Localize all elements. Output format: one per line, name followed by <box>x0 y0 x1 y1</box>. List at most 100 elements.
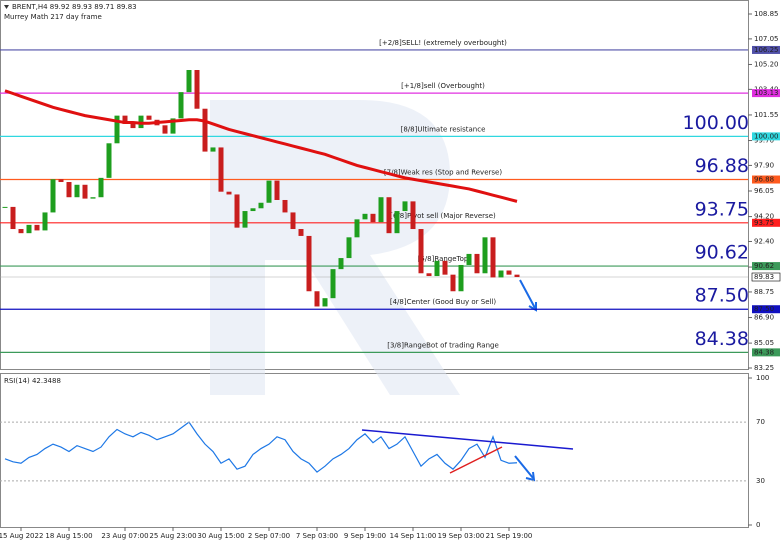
candle-body <box>90 197 96 199</box>
level-name: [7/8]Weak res (Stop and Reverse) <box>384 169 502 177</box>
candle-body <box>498 270 504 278</box>
candle-body <box>178 92 184 119</box>
candle-body <box>482 237 488 274</box>
current-price-label: 89.83 <box>754 273 774 281</box>
rsi-panel <box>0 373 749 528</box>
candle-body <box>314 291 320 307</box>
watermark <box>210 100 460 395</box>
candle-body <box>226 191 232 195</box>
candle-body <box>170 118 176 134</box>
y-tick-label: 94.20 <box>754 213 774 221</box>
level-big-label: 87.50 <box>695 285 749 307</box>
x-tick-label: 2 Sep 07:00 <box>248 532 290 540</box>
level-tag-label: 93.75 <box>754 219 774 227</box>
level-tag-label: 100.00 <box>754 132 779 140</box>
candle-body <box>130 123 136 129</box>
y-tick-label: 97.90 <box>754 161 774 169</box>
level-tag <box>752 348 780 357</box>
candle-body <box>442 260 448 275</box>
candle-body <box>378 197 384 223</box>
candle-body <box>298 229 304 236</box>
candle-body <box>362 213 368 220</box>
level-big-label: 96.88 <box>695 155 749 177</box>
candle-body <box>234 194 240 228</box>
symbol-header: BRENT,H4 89.92 89.93 89.71 89.83 <box>12 3 137 11</box>
level-name: [3/8]RangeBot of trading Range <box>387 341 499 349</box>
x-tick-label: 14 Sep 11:00 <box>390 532 437 540</box>
y-tick-label: 105.20 <box>754 60 779 68</box>
candle-body <box>98 177 104 198</box>
level-tag <box>752 175 780 184</box>
level-big-label: 100.00 <box>683 112 749 134</box>
candle-body <box>370 213 376 223</box>
level-tag <box>752 45 780 54</box>
y-tick-label: 101.55 <box>754 111 779 119</box>
rsi-trendline <box>449 446 503 474</box>
candle-body <box>410 201 416 230</box>
candle-body <box>274 180 280 200</box>
candle-body <box>290 212 296 230</box>
x-tick-label: 25 Aug 23:00 <box>149 532 196 540</box>
level-tag-label: 103.13 <box>754 89 779 97</box>
y-tick-label: 86.90 <box>754 314 774 322</box>
candle-body <box>18 229 24 234</box>
candle-body <box>50 179 56 213</box>
y-tick-label: 88.75 <box>754 288 774 296</box>
current-price-tag <box>751 272 781 282</box>
level-tag-label: 96.88 <box>754 176 774 184</box>
candle-body <box>434 260 440 277</box>
moving-average <box>4 89 518 203</box>
level-tag <box>752 262 780 271</box>
x-tick-label: 15 Aug 2022 <box>0 532 43 540</box>
level-tag <box>752 305 780 314</box>
y-tick-label: 70 <box>756 418 765 426</box>
forecast-arrow <box>519 279 537 312</box>
level-name: [6/8]Pivot sell (Major Reverse) <box>390 212 496 220</box>
indicator-header: Murrey Math 217 day frame <box>4 13 102 21</box>
candle-body <box>418 229 424 274</box>
y-tick-label: 0 <box>756 521 760 529</box>
candle-body <box>402 201 408 212</box>
candle-body <box>394 211 400 234</box>
y-tick-label: 83.25 <box>754 364 774 372</box>
rsi-title: RSI(14) 42.3488 <box>4 377 61 385</box>
level-name: [+1/8]sell (Overbought) <box>401 82 485 90</box>
y-tick-label: 100 <box>756 374 769 382</box>
menu-triangle <box>4 5 9 9</box>
y-tick-label: 30 <box>756 477 765 485</box>
candle-body <box>458 264 464 292</box>
candle-body <box>26 224 32 234</box>
candle-body <box>386 197 392 234</box>
level-tag <box>752 89 780 98</box>
level-tag-label: 87.50 <box>754 305 774 313</box>
candle-body <box>282 199 288 213</box>
candle-body <box>474 253 480 274</box>
level-name: [8/8]Ultimate resistance <box>401 125 486 133</box>
y-tick-label: 96.05 <box>754 187 774 195</box>
candle-body <box>10 206 16 230</box>
level-big-label: 93.75 <box>695 198 749 220</box>
candle-body <box>66 182 72 198</box>
candle-body <box>34 224 40 231</box>
rsi-trendline <box>361 429 574 450</box>
candle-body <box>258 202 264 209</box>
x-tick-label: 18 Aug 15:00 <box>45 532 92 540</box>
level-tag-label: 90.62 <box>754 262 774 270</box>
level-name: [+2/8]SELL! (extremely overbought) <box>379 39 507 47</box>
candle-body <box>426 273 432 277</box>
candle-body <box>306 235 312 292</box>
candle-body <box>242 211 248 228</box>
candle-body <box>146 115 152 120</box>
candle-body <box>266 180 272 203</box>
candle-body <box>346 237 352 259</box>
candle-body <box>58 179 64 183</box>
level-tag-label: 84.38 <box>754 348 774 356</box>
level-name: [5/8]RangeTop <box>418 255 469 263</box>
candle-body <box>354 219 360 238</box>
level-tag <box>752 218 780 227</box>
candle-body <box>122 115 128 124</box>
candle-body <box>194 70 200 109</box>
x-tick-label: 19 Sep 03:00 <box>438 532 485 540</box>
candle-body <box>450 274 456 292</box>
